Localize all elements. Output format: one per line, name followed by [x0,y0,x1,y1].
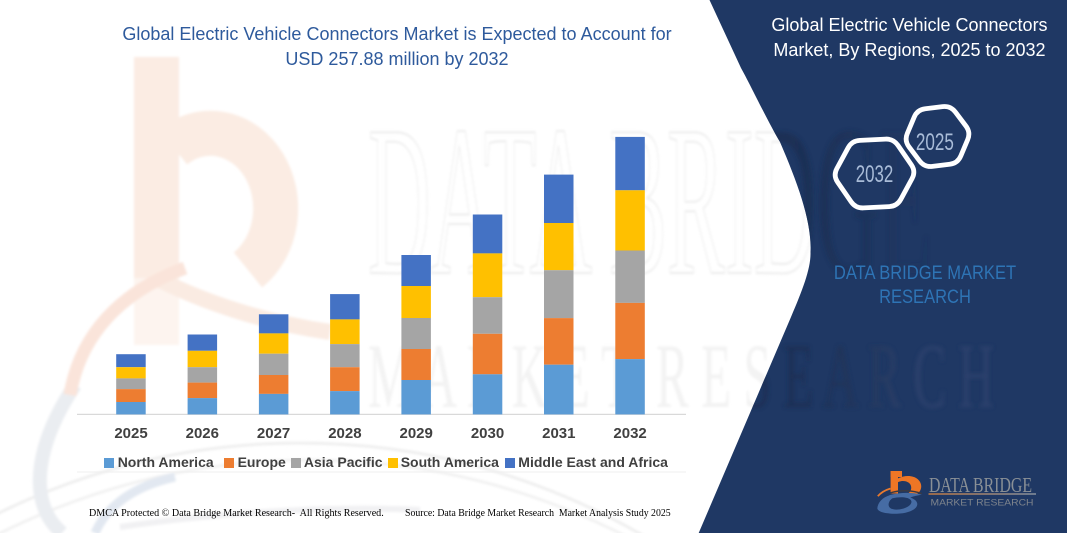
svg-text:DATA BRIDGE: DATA BRIDGE [929,473,1032,497]
svg-text:2025: 2025 [916,129,954,156]
svg-text:2032: 2032 [856,161,894,188]
svg-text:MARKET RESEARCH: MARKET RESEARCH [931,498,1034,508]
